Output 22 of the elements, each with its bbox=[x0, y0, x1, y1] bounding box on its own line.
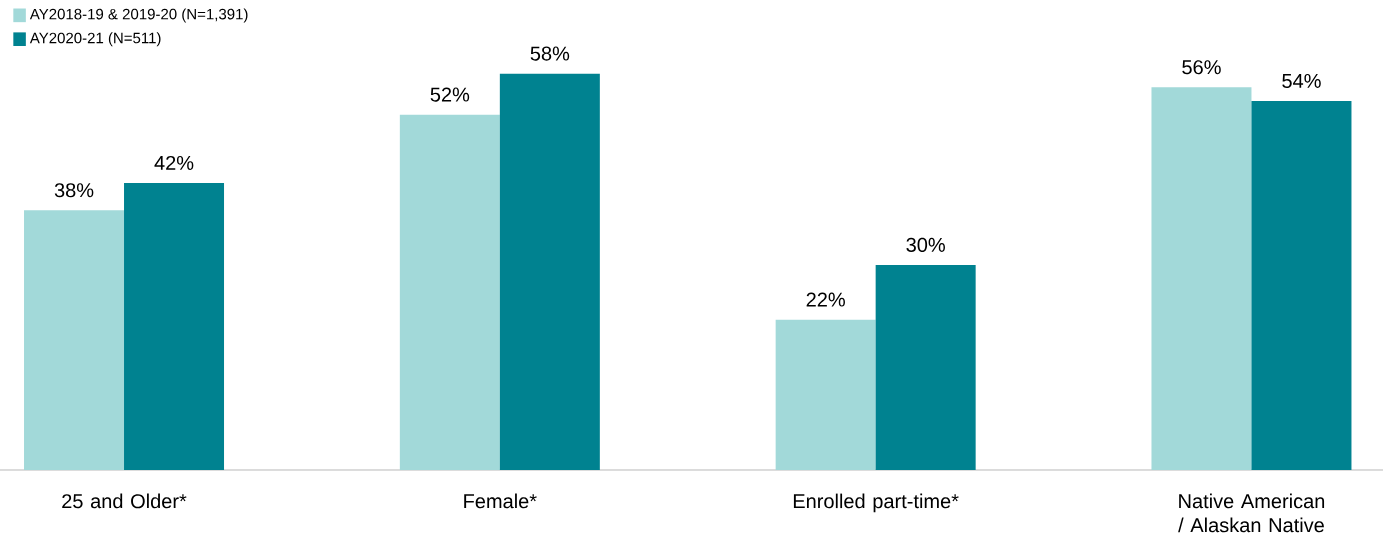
bar bbox=[399, 114, 500, 470]
bar bbox=[24, 210, 125, 470]
bar bbox=[1251, 101, 1352, 470]
bar bbox=[499, 73, 600, 470]
x-tick-label: Female* bbox=[464, 493, 537, 509]
data-label: 22% bbox=[806, 292, 845, 307]
bar bbox=[124, 183, 225, 470]
data-label: 42% bbox=[154, 155, 194, 170]
data-label: 38% bbox=[54, 183, 94, 198]
legend-label: AY2020-21 (N=511) bbox=[29, 32, 161, 47]
data-label: 30% bbox=[906, 237, 945, 252]
x-tick-label: Native American / Alaskan Native bbox=[1178, 493, 1325, 533]
legend-label: AY2018-19 & 2019-20 (N=1,391) bbox=[29, 8, 248, 23]
data-label: 54% bbox=[1282, 73, 1321, 88]
x-tick-label: 25 and Older* bbox=[62, 493, 187, 509]
bar bbox=[775, 319, 876, 470]
data-label: 52% bbox=[430, 87, 470, 102]
bar bbox=[1151, 87, 1252, 470]
data-label: 56% bbox=[1182, 60, 1221, 75]
data-label: 58% bbox=[530, 46, 570, 61]
bar bbox=[875, 265, 976, 470]
x-tick-label: Enrolled part-time* bbox=[793, 493, 959, 513]
